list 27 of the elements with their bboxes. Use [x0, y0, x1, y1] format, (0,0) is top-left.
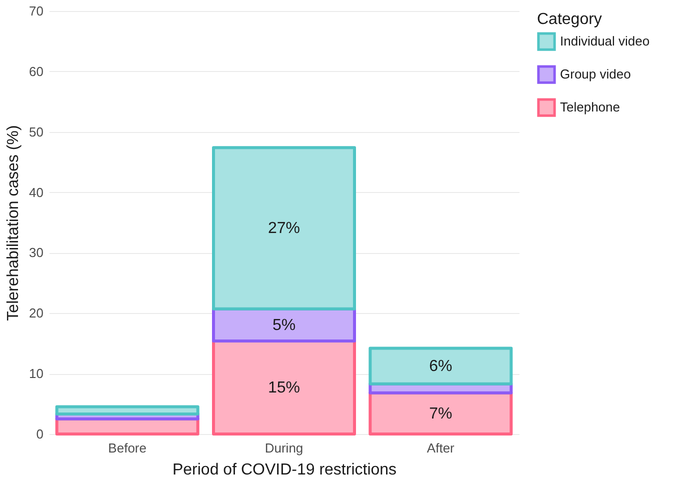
y-tick-label: 20 — [29, 306, 44, 321]
x-tick-label: After — [426, 440, 456, 456]
bar — [55, 405, 200, 416]
legend-title: Category — [537, 11, 602, 28]
data-label: 6% — [429, 358, 452, 376]
legend-label: Group video — [560, 66, 631, 82]
y-tick-label: 40 — [29, 184, 44, 200]
data-label: 27% — [268, 220, 300, 238]
y-tick-label: 50 — [29, 124, 44, 140]
bar — [368, 391, 513, 436]
data-label: 7% — [429, 405, 452, 422]
bar — [212, 339, 356, 436]
y-tick-label: 30 — [29, 245, 44, 260]
y-tick-label: 60 — [29, 64, 44, 79]
x-axis-title: Period of COVID-19 restrictions — [172, 462, 397, 478]
data-label: 15% — [268, 379, 300, 396]
bar — [368, 346, 513, 386]
y-tick-label: 70 — [29, 4, 44, 18]
bar — [212, 146, 356, 310]
legend-label: Individual video — [560, 34, 650, 48]
y-tick-label: 10 — [29, 366, 44, 382]
legend-label: Telephone — [560, 100, 620, 114]
y-axis-title: Telerehabilitation cases (%) — [5, 125, 22, 321]
x-tick-label: During — [264, 440, 304, 456]
data-label: 5% — [272, 316, 296, 334]
y-tick-label: 0 — [36, 426, 44, 442]
x-tick-label: Before — [108, 440, 146, 456]
